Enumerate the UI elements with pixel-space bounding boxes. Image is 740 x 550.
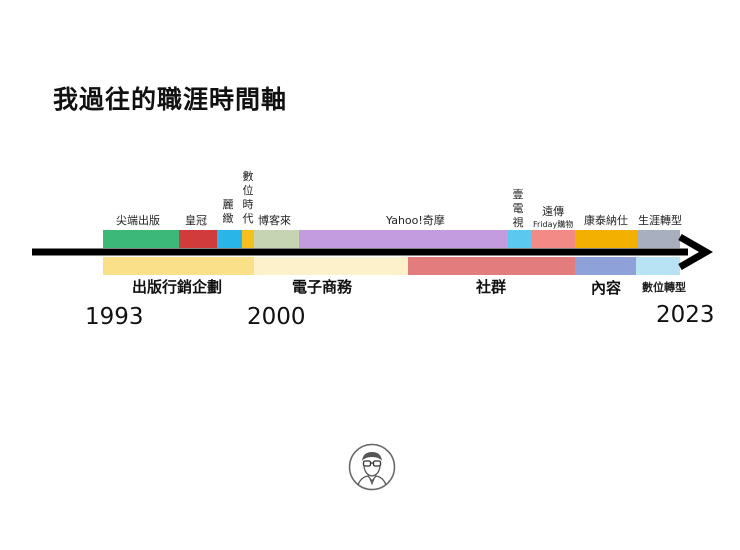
segment-top-8 [575,230,638,248]
label-top-2: 麗緻 [222,198,234,225]
segment-top-0 [103,230,179,248]
segment-top-6 [508,230,531,248]
label-top-6: 壹電視 [512,188,524,229]
label-top-7: 遠傳 Friday購物 [533,203,573,230]
page-title: 我過往的職涯時間軸 [53,85,288,114]
segment-top-9 [638,230,680,248]
label-top-4: 博客來 [258,214,291,227]
segment-top-3 [242,230,254,248]
label-top-9: 生涯轉型 [638,214,682,227]
label-bottom-4: 數位轉型 [642,281,686,294]
segment-bottom-1 [254,257,408,275]
segment-top-2 [217,230,242,248]
label-bottom-2: 社群 [476,278,507,296]
label-bottom-3: 內容 [591,279,622,297]
label-top-7-sub: Friday購物 [533,220,574,229]
label-top-5: Yahoo!奇摩 [386,214,445,227]
segment-bottom-0 [103,257,254,275]
avatar-logo [348,443,396,491]
year-middle: 2000 [247,304,306,330]
label-bottom-0: 出版行銷企劃 [132,278,223,296]
segment-bottom-3 [575,257,636,275]
label-bottom-1: 電子商務 [292,278,353,296]
year-end: 2023 [656,302,715,328]
year-start: 1993 [85,304,144,330]
label-top-8: 康泰納仕 [584,214,628,227]
segment-top-4 [254,230,299,248]
label-top-1: 皇冠 [185,214,207,227]
segment-bottom-2 [408,257,575,275]
segment-top-7 [531,230,575,248]
segment-top-5 [299,230,508,248]
segment-bottom-4 [636,257,680,275]
label-top-0: 尖端出版 [116,214,160,227]
segment-top-1 [179,230,217,248]
label-top-7-main: 遠傳 [542,205,565,218]
label-top-3: 數位時代 [242,170,254,225]
